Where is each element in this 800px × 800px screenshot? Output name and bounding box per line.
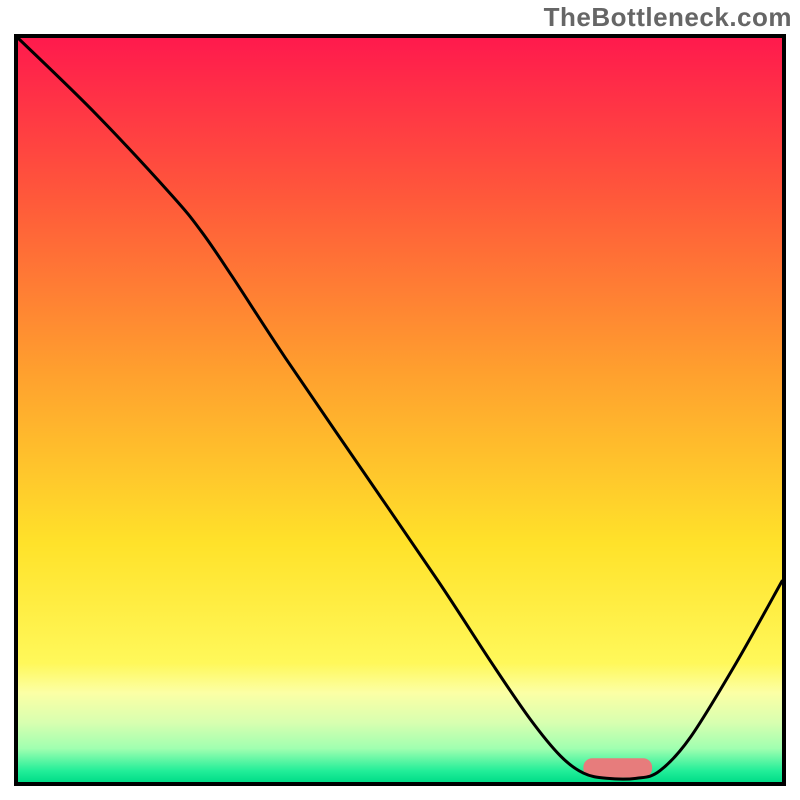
gradient-background bbox=[18, 38, 782, 782]
watermark-text: TheBottleneck.com bbox=[544, 2, 792, 33]
plot-area bbox=[18, 38, 782, 782]
optimal-marker bbox=[583, 758, 652, 777]
chart-root: TheBottleneck.com bbox=[0, 0, 800, 800]
